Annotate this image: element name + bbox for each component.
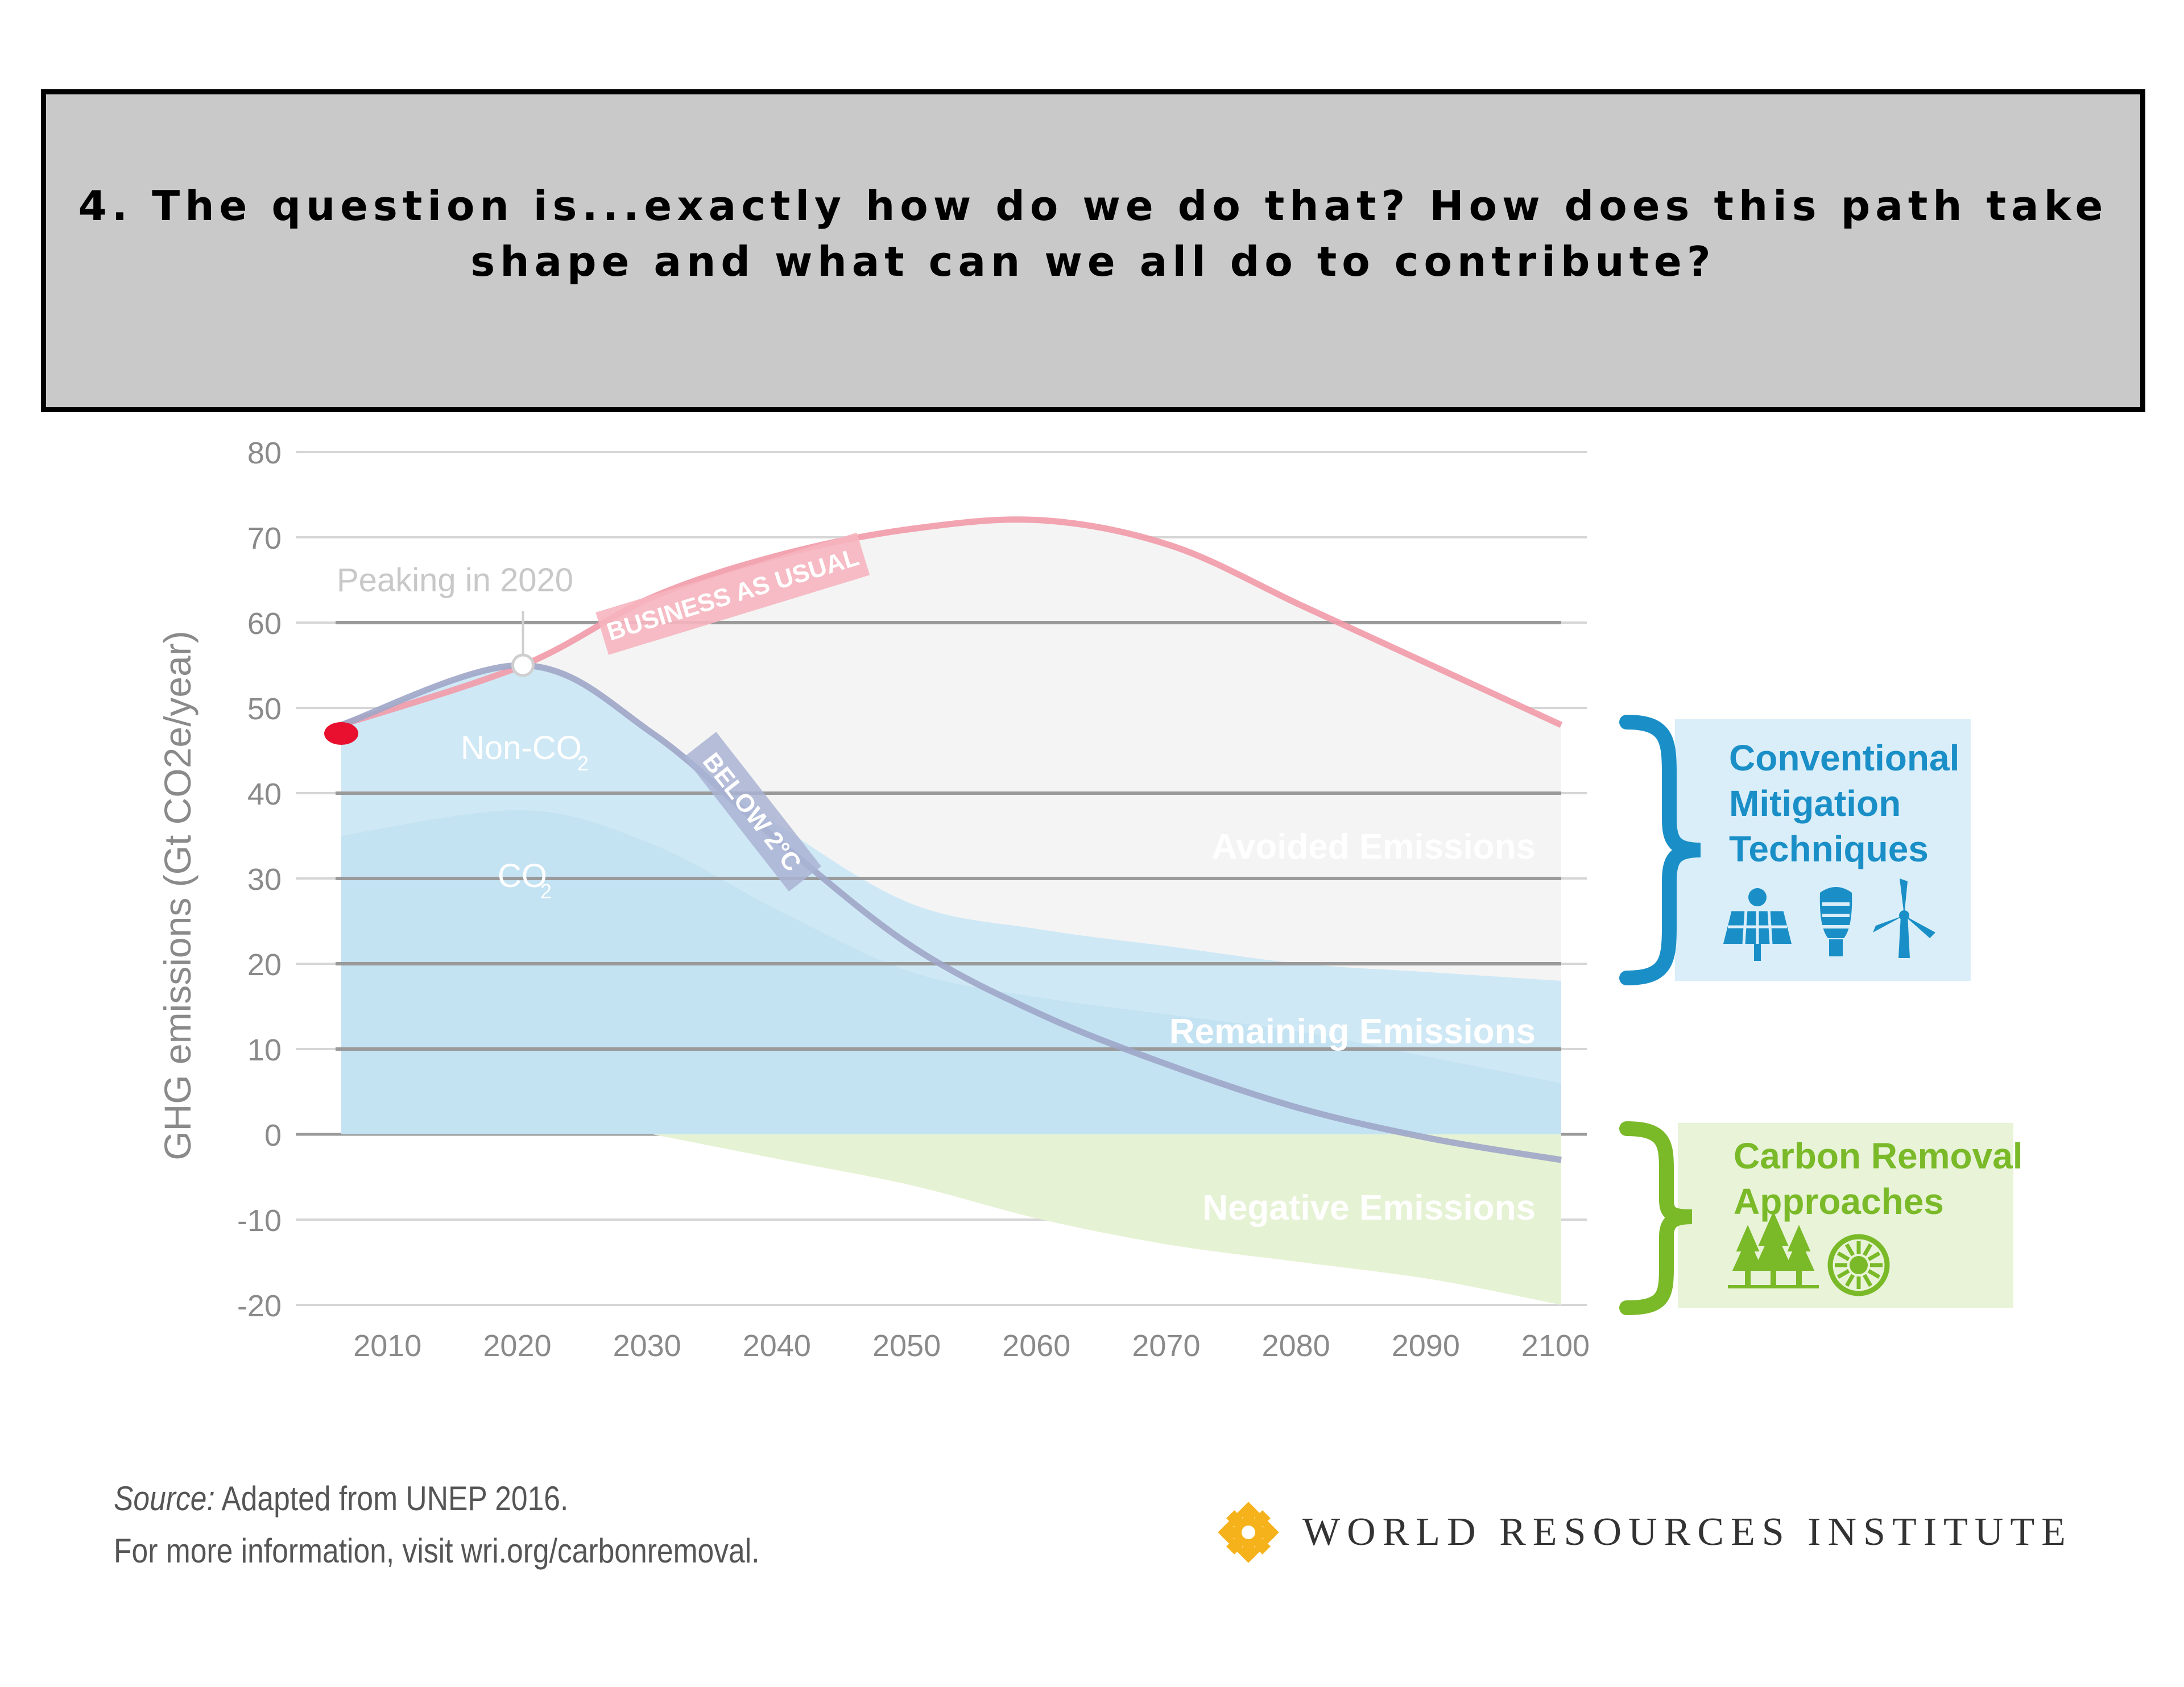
soil-core (1850, 1256, 1868, 1274)
y-tick-label: 50 (247, 692, 282, 726)
soil-spoke (1862, 1274, 1873, 1287)
soil-spoke (1867, 1269, 1881, 1279)
x-tick-label: 2030 (613, 1329, 681, 1363)
turbine-blade (1900, 878, 1908, 915)
conventional-panel (1675, 719, 1971, 981)
source-more-info: For more information, visit wri.org/carb… (114, 1532, 760, 1570)
co2-subscript: 2 (540, 880, 552, 903)
source-note: Source: Adapted from UNEP 2016. For more… (114, 1473, 760, 1577)
y-tick-label: -10 (237, 1204, 282, 1238)
soil-ring (1827, 1234, 1890, 1296)
soil-spoke (1836, 1269, 1850, 1279)
x-tick-label: 2060 (1002, 1329, 1070, 1363)
turbine-tower (1898, 915, 1910, 958)
turbine-blade (1873, 915, 1904, 932)
wri-logo-icon (1218, 1502, 1279, 1563)
y-tick-label: -20 (237, 1289, 282, 1323)
peak-marker (511, 653, 535, 677)
bulb-body (1819, 887, 1852, 938)
tree-crown (1736, 1225, 1760, 1251)
source-label: Source: (114, 1479, 215, 1518)
question-line-1: 4. The question is...exactly how do we d… (78, 182, 2108, 230)
soil-carbon-icon (1827, 1234, 1890, 1296)
wri-logo: WORLD RESOURCES INSTITUTE (1211, 1495, 2073, 1569)
x-tick-label: 2090 (1392, 1329, 1460, 1363)
x-tick-label: 2010 (353, 1329, 421, 1363)
x-tick-label: 2040 (743, 1329, 811, 1363)
tree-crown (1732, 1237, 1764, 1271)
forest-icon (1728, 1211, 1819, 1288)
bulb-base (1829, 939, 1843, 956)
tree-crown (1787, 1225, 1811, 1251)
wind-turbine-icon (1873, 878, 1935, 958)
conventional-label-line: Mitigation (1729, 783, 1901, 824)
x-tick-label: 2050 (872, 1329, 941, 1363)
tree-crown (1753, 1227, 1794, 1271)
soil-spoke (1836, 1251, 1850, 1262)
soil-spoke (1844, 1243, 1855, 1257)
tree-trunk (1771, 1271, 1776, 1287)
x-tick-label: 2100 (1521, 1329, 1590, 1363)
y-tick-label: 30 (247, 863, 282, 897)
source-text: Adapted from UNEP 2016. (214, 1479, 569, 1518)
y-tick-label: 20 (247, 948, 282, 982)
solar-sun (1748, 888, 1767, 906)
y-tick-label: 0 (264, 1118, 282, 1153)
y-tick-label: 60 (247, 607, 282, 641)
conventional-label-line: Conventional (1729, 737, 1959, 778)
bau-ribbon-bg (595, 532, 870, 655)
tree-crown (1783, 1237, 1815, 1271)
solar-stand (1754, 944, 1761, 961)
below-2c-ribbon-bg (684, 732, 821, 892)
conventional-brace (1619, 715, 1701, 985)
avoided-emissions-label: Avoided Emissions (1211, 827, 1536, 867)
below-2c-line (340, 662, 1562, 1163)
solar-panel-grid (1742, 909, 1748, 944)
y-tick-label: 40 (247, 777, 282, 811)
x-tick-label: 2070 (1132, 1329, 1200, 1363)
wri-mark-diamond (1218, 1502, 1279, 1563)
y-axis-label: GHG emissions (Gt CO2e/year) (156, 631, 198, 1160)
soil-spoke (1867, 1251, 1881, 1262)
question-box: 4. The question is...exactly how do we d… (41, 89, 2145, 412)
conventional-label-line: Techniques (1729, 828, 1929, 869)
soil-spoke (1862, 1243, 1873, 1257)
solar-panel-grid (1767, 909, 1773, 944)
carbon-removal-brace (1619, 1121, 1693, 1315)
non-co2-subscript: 2 (577, 752, 589, 775)
x-tick-label: 2080 (1262, 1329, 1330, 1363)
x-tick-label: 2020 (483, 1329, 551, 1363)
tree-trunk (1745, 1271, 1751, 1287)
tree-crown (1758, 1211, 1789, 1246)
turbine-blade (1904, 915, 1935, 938)
soil-spoke (1844, 1274, 1855, 1287)
negative-emissions-area (652, 1134, 1561, 1305)
wri-logo-text: WORLD RESOURCES INSTITUTE (1302, 1510, 2073, 1554)
peaking-label: Peaking in 2020 (337, 562, 573, 599)
y-tick-label: 10 (247, 1033, 282, 1067)
non-co2-label: Non-CO (461, 729, 582, 766)
business-as-usual-line (340, 516, 1563, 728)
negative-emissions-label: Negative Emissions (1202, 1188, 1536, 1228)
question-line-2: shape and what can we all do to contribu… (470, 238, 1716, 285)
carbon-removal-label-line: Carbon Removal (1734, 1135, 2023, 1176)
start-marker (324, 722, 358, 745)
co2-label: CO (498, 857, 547, 894)
carbon-removal-panel (1678, 1123, 2013, 1308)
remaining-emissions-label: Remaining Emissions (1169, 1012, 1536, 1051)
y-tick-label: 70 (247, 521, 282, 556)
y-tick-label: 80 (247, 436, 282, 470)
wri-mark-center (1242, 1526, 1255, 1539)
co2-area (341, 810, 1561, 1134)
turbine-hub (1899, 910, 1909, 921)
carbon-removal-label-line: Approaches (1734, 1181, 1944, 1222)
cfl-bulb-icon (1819, 887, 1852, 956)
solar-panel-icon (1723, 888, 1792, 961)
tree-trunk (1796, 1271, 1802, 1287)
